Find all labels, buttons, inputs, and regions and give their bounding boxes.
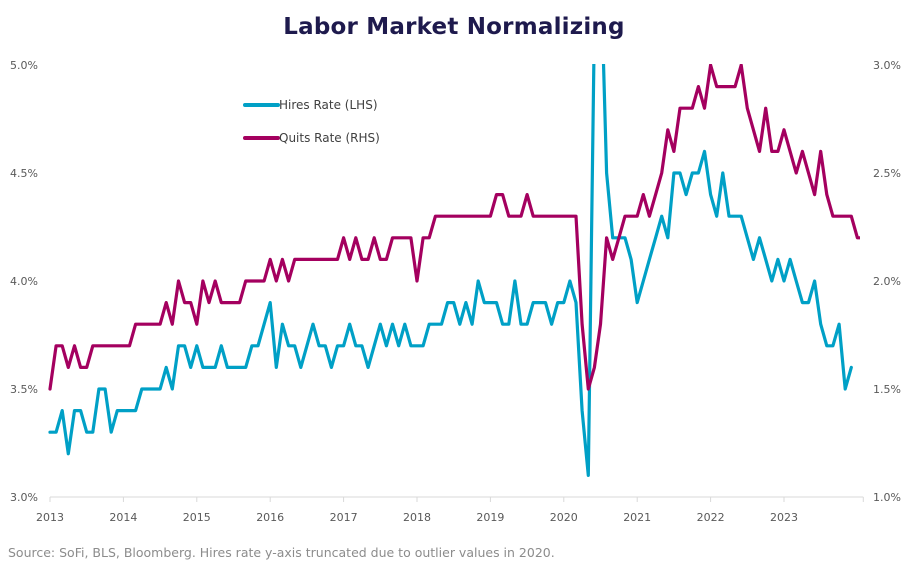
y-left-tick-label: 3.0% xyxy=(10,491,38,504)
x-tick-label: 2018 xyxy=(403,511,431,524)
x-tick-label: 2019 xyxy=(476,511,504,524)
chart-plot: 2013 2014 2015 2016 2017 2018 2019 2020 2021 2022… xyxy=(10,59,901,524)
x-tick-label: 2017 xyxy=(330,511,358,524)
y-axis-left: 3.0% 3.5% 4.0% 4.5% 5.0% xyxy=(10,59,38,504)
y-left-tick-label: 4.5% xyxy=(10,167,38,180)
source-note: Source: SoFi, BLS, Bloomberg. Hires rate… xyxy=(8,545,555,560)
x-tick-label: 2013 xyxy=(36,511,64,524)
x-tick-label: 2016 xyxy=(256,511,284,524)
y-right-tick-label: 3.0% xyxy=(873,59,901,72)
series-line-quits-rate xyxy=(48,64,860,391)
series-line-hires-rate xyxy=(48,64,853,477)
legend: Hires Rate (LHS) Quits Rate (RHS) xyxy=(243,98,380,145)
legend-label-hires: Hires Rate (LHS) xyxy=(279,98,378,112)
x-tick-label: 2020 xyxy=(550,511,578,524)
y-left-tick-label: 3.5% xyxy=(10,383,38,396)
x-tick-label: 2014 xyxy=(109,511,137,524)
chart-title: Labor Market Normalizing xyxy=(283,14,625,40)
y-left-tick-label: 4.0% xyxy=(10,275,38,288)
y-left-tick-label: 5.0% xyxy=(10,59,38,72)
y-right-tick-label: 2.0% xyxy=(873,275,901,288)
legend-label-quits: Quits Rate (RHS) xyxy=(279,131,380,145)
y-right-tick-label: 1.0% xyxy=(873,491,901,504)
x-tick-label: 2021 xyxy=(623,511,651,524)
x-tick-label: 2022 xyxy=(697,511,725,524)
x-tick-label: 2015 xyxy=(183,511,211,524)
y-right-tick-label: 2.5% xyxy=(873,167,901,180)
x-axis: 2013 2014 2015 2016 2017 2018 2019 2020 2021 2022… xyxy=(36,496,864,524)
x-tick-label: 2023 xyxy=(770,511,798,524)
y-right-tick-label: 1.5% xyxy=(873,383,901,396)
series-layer xyxy=(48,64,860,477)
y-axis-right: 1.0% 1.5% 2.0% 2.5% 3.0% xyxy=(873,59,901,504)
